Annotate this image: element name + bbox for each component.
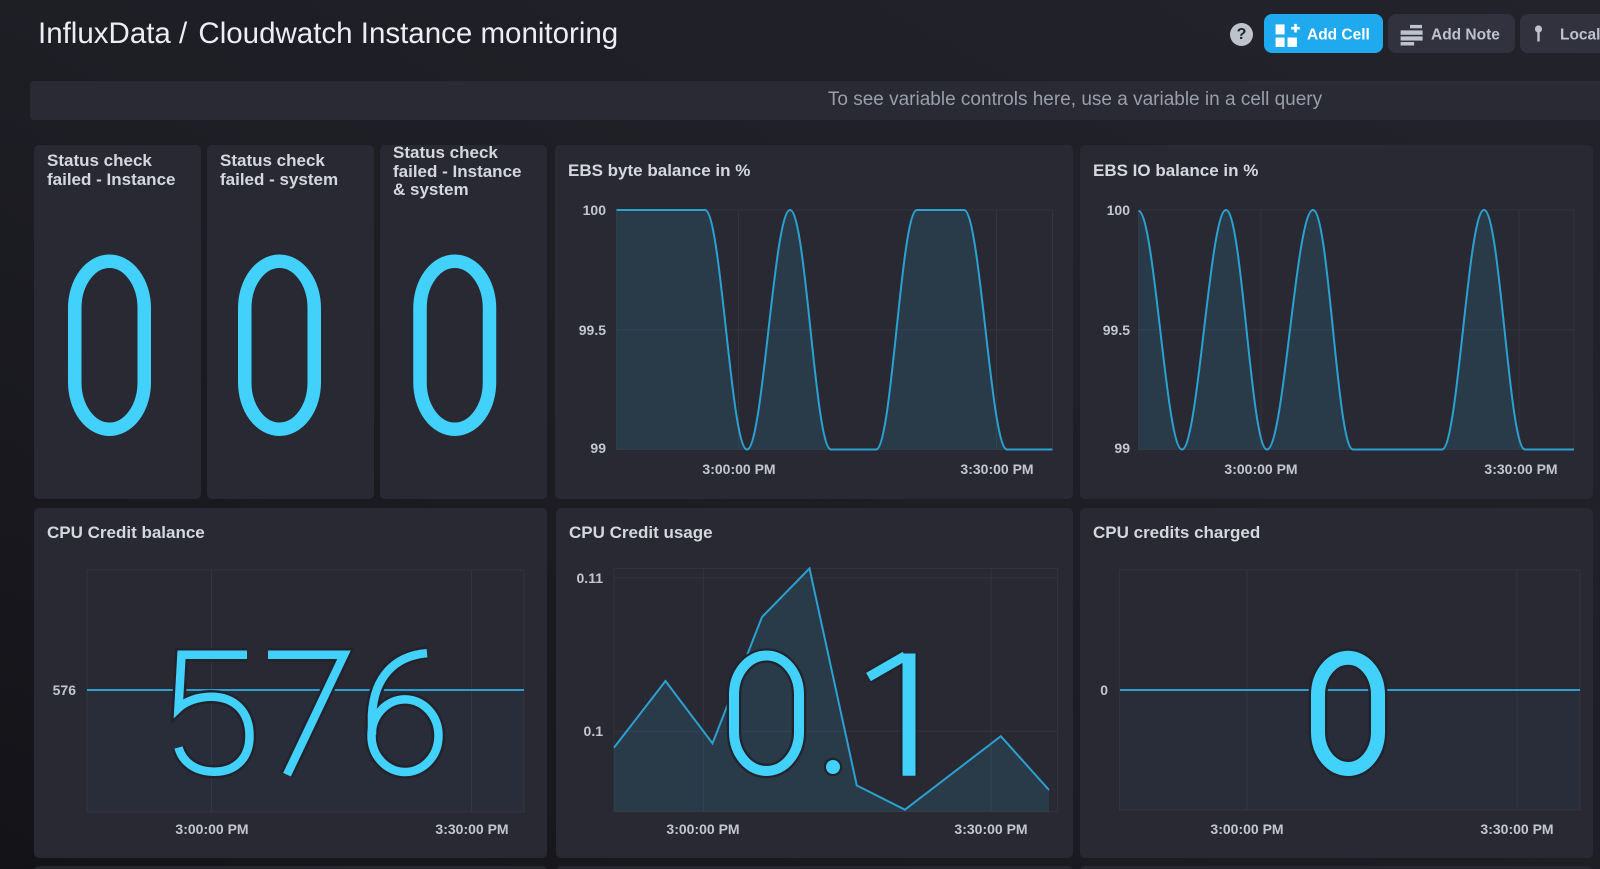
svg-text:Add Note: Add Note — [1431, 27, 1500, 44]
svg-text:Add Cell: Add Cell — [1307, 27, 1370, 44]
svg-text:Local: Local — [1560, 27, 1600, 44]
